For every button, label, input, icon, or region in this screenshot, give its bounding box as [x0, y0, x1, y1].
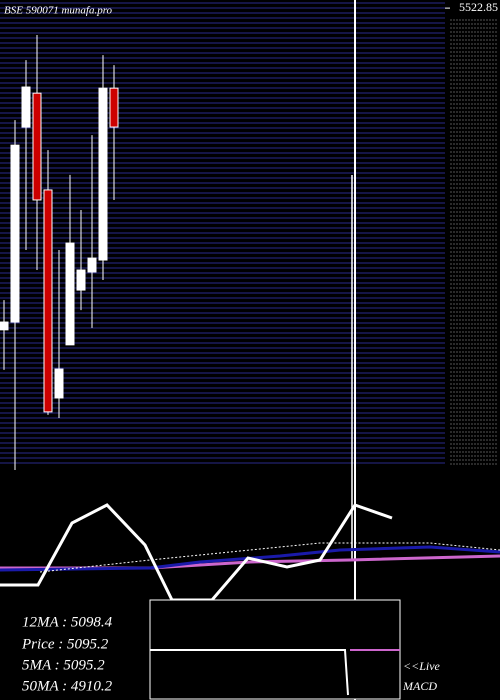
- stat: Price : 5095.2: [21, 636, 109, 652]
- stat: 50MA : 4910.2: [22, 678, 113, 694]
- candle-body: [43, 189, 53, 413]
- candle-body: [65, 242, 75, 346]
- panel-label: MACD: [402, 679, 437, 693]
- candles: [0, 35, 119, 470]
- candle-body: [21, 86, 31, 128]
- ma-line: [0, 545, 500, 572]
- candle-body: [76, 269, 86, 291]
- candle-body: [98, 87, 108, 261]
- live-link[interactable]: <<Live: [403, 659, 441, 673]
- candle-body: [0, 321, 9, 331]
- candle-body: [109, 87, 119, 128]
- candle-body: [54, 368, 64, 399]
- candle-body: [87, 257, 97, 273]
- ma-line: [39, 542, 500, 573]
- candle-body: [10, 144, 20, 323]
- stat: 12MA : 5098.4: [22, 614, 113, 630]
- macd-signal: [150, 649, 349, 696]
- chart-title: BSE 590071 munafa.pro: [4, 5, 113, 17]
- candle-body: [32, 92, 42, 201]
- y-tick-label: 5522.85: [459, 0, 498, 14]
- stat: 5MA : 5095.2: [22, 657, 105, 673]
